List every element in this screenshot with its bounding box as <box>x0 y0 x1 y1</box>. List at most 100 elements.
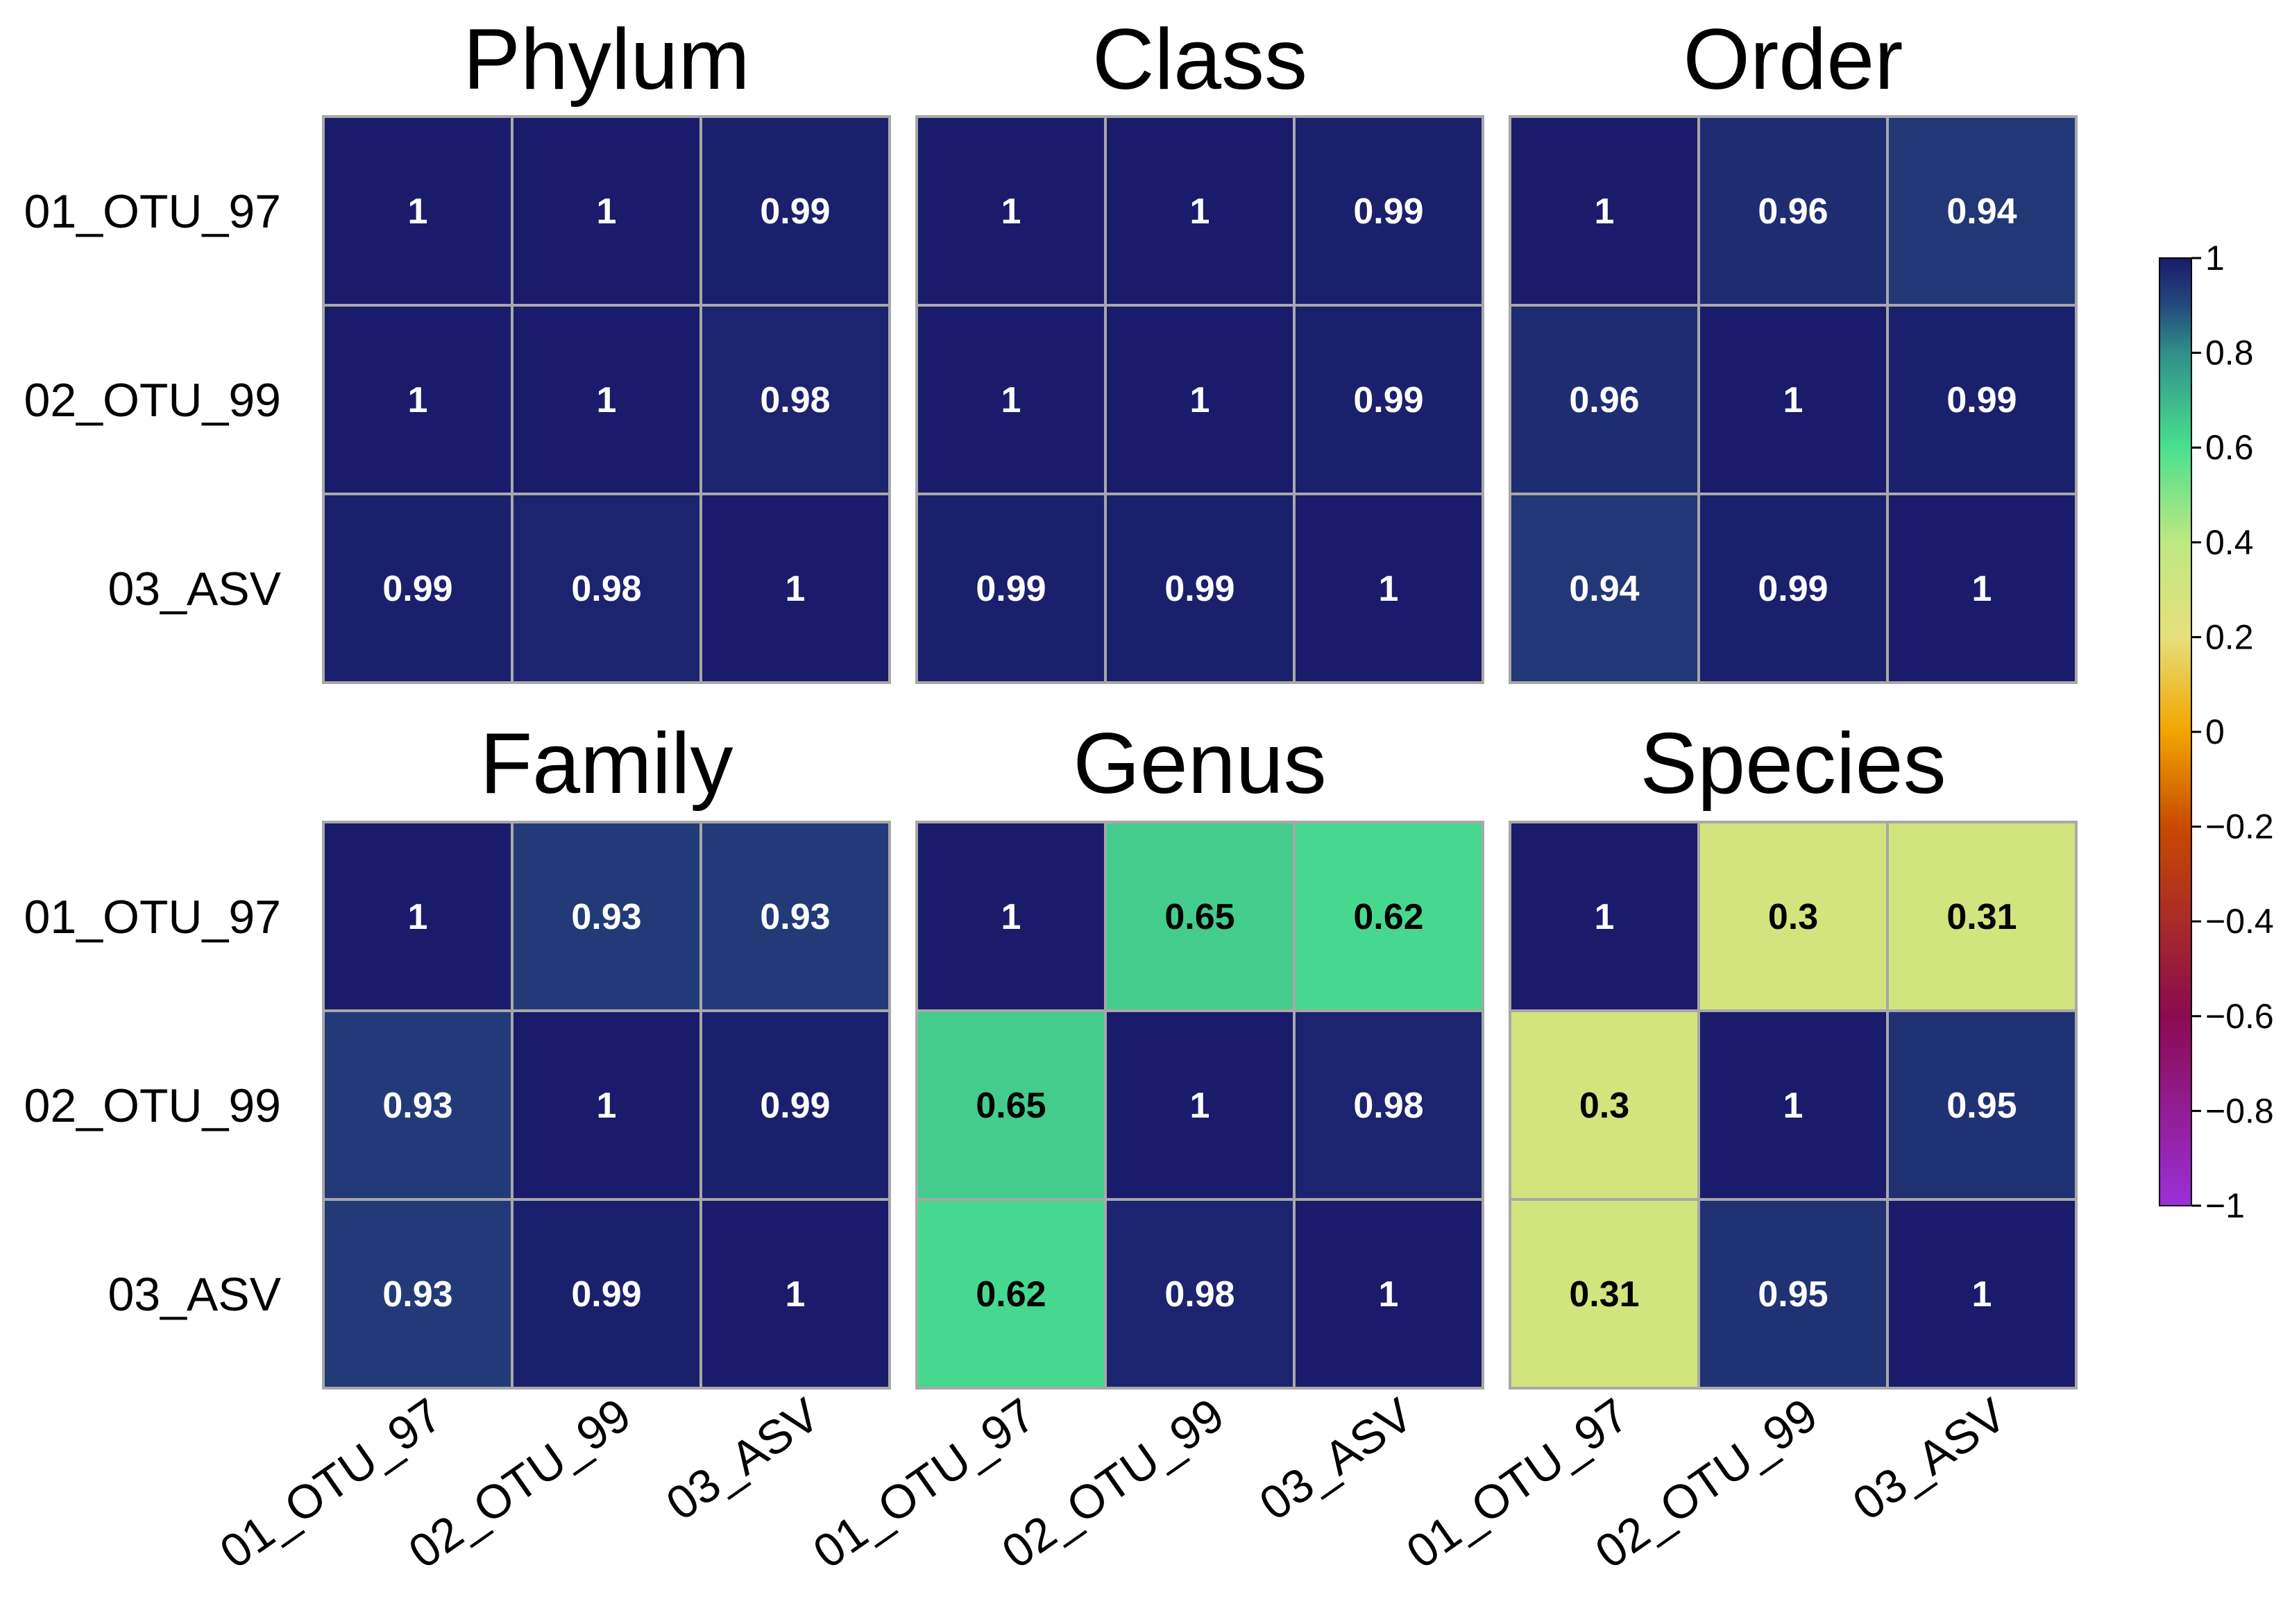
heatmap-cell <box>699 304 891 495</box>
cell-value-label: 0.95 <box>1946 1086 2017 1126</box>
cell-value-label: 1 <box>597 191 617 232</box>
cell-value-label: 1 <box>408 380 428 420</box>
cell-value-label: 1 <box>1001 380 1021 420</box>
cell-value-label: 1 <box>1595 191 1615 232</box>
cell-value-label: 1 <box>1190 1086 1210 1126</box>
cell-value-label: 0.98 <box>571 569 641 609</box>
cell-value-label: 0.99 <box>1353 380 1423 420</box>
panel-title: Phylum <box>463 12 749 108</box>
cell-value-label: 1 <box>786 1274 806 1315</box>
colorbar-tick-label: −0.4 <box>2205 902 2274 941</box>
heatmap-cell <box>1293 821 1484 1012</box>
cell-value-label: 0.96 <box>1758 191 1828 232</box>
cell-value-label: 0.65 <box>976 1086 1046 1126</box>
heatmap-cell <box>511 493 702 684</box>
colorbar-tick-label: 0 <box>2205 712 2225 751</box>
panel-title: Order <box>1683 12 1903 108</box>
cell-value-label: 1 <box>1190 191 1210 232</box>
cell-value-label: 0.93 <box>760 897 830 937</box>
col-label-03-asv: 03_ASV <box>657 1388 830 1531</box>
panel-title: Species <box>1640 716 1946 812</box>
cell-value-label: 0.99 <box>760 191 830 232</box>
cell-value-label: 0.93 <box>382 1086 452 1126</box>
panel-phylum: Phylum 1 1 0.99 1 1 0.98 0.99 0.98 1 <box>322 12 891 684</box>
colorbar-tick-label: 0.2 <box>2205 617 2254 656</box>
cell-value-label: 0.31 <box>1569 1274 1639 1315</box>
panel-title: Class <box>1092 12 1307 108</box>
heatmap-cell <box>1509 115 1700 307</box>
cell-value-label: 0.3 <box>1768 897 1818 937</box>
heatmap-cell <box>511 115 702 307</box>
cell-value-label: 0.94 <box>1569 569 1639 609</box>
cell-value-label: 1 <box>1783 380 1804 420</box>
cell-value-label: 0.93 <box>571 897 641 937</box>
heatmap-cell <box>322 304 514 495</box>
row-label-03-asv: 03_ASV <box>108 1268 281 1321</box>
heatmap-cell <box>322 1198 514 1390</box>
cell-value-label: 0.98 <box>760 380 830 420</box>
cell-value-label: 1 <box>786 569 806 609</box>
row-label-03-asv: 03_ASV <box>108 563 281 615</box>
cell-value-label: 0.99 <box>382 569 452 609</box>
cell-value-label: 1 <box>408 897 428 937</box>
heatmap-cell <box>1293 493 1484 684</box>
cell-value-label: 1 <box>1190 380 1210 420</box>
cell-value-label: 1 <box>408 191 428 232</box>
row-label-02-otu-99: 02_OTU_99 <box>24 1079 281 1132</box>
panel-genus: Genus 1 0.65 0.62 0.65 1 0.98 0.62 0.98 1 <box>915 716 1484 1390</box>
heatmap-cell <box>1697 1009 1889 1201</box>
heatmap-cell <box>322 493 514 684</box>
colorbar-tick-label: 0.8 <box>2205 334 2254 373</box>
colorbar-tick-label: 0.4 <box>2205 523 2254 562</box>
heatmap-cell <box>1293 1198 1484 1390</box>
cell-value-label: 0.94 <box>1946 191 2017 232</box>
heatmap-cell <box>1509 304 1700 495</box>
heatmap-panels: Phylum 1 1 0.99 1 1 0.98 0.99 0.98 1 Class 1 1 0.99 1 1… <box>322 12 2078 1390</box>
cell-value-label: 0.98 <box>1164 1274 1234 1315</box>
heatmap-cell <box>1104 493 1296 684</box>
col-label-03-asv: 03_ASV <box>1250 1388 1423 1531</box>
heatmap-cell <box>915 493 1107 684</box>
cell-value-label: 0.93 <box>382 1274 452 1315</box>
heatmap-cell <box>1509 493 1700 684</box>
heatmap-cell <box>1886 115 2078 307</box>
heatmap-cell <box>1293 115 1484 307</box>
panel-title: Family <box>479 716 733 812</box>
colorbar: 1 0.8 0.6 0.4 0.2 0 −0.2 −0.4 −0.6 −0.8 −1 <box>2159 239 2274 1225</box>
heatmap-cell <box>915 115 1107 307</box>
cell-value-label: 1 <box>1972 1274 1992 1315</box>
cell-value-label: 0.65 <box>1164 897 1234 937</box>
colorbar-tick-label: −1 <box>2205 1186 2245 1225</box>
row-label-01-otu-97: 01_OTU_97 <box>24 185 281 238</box>
heatmap-cell <box>699 493 891 684</box>
heatmap-cell <box>1697 304 1889 495</box>
heatmap-cell <box>699 1198 891 1390</box>
heatmap-cell <box>1697 115 1889 307</box>
heatmap-cell <box>915 1009 1107 1201</box>
cell-value-label: 0.3 <box>1579 1086 1629 1126</box>
cell-value-label: 1 <box>1001 897 1021 937</box>
cell-value-label: 0.99 <box>1946 380 2017 420</box>
heatmap-cell <box>322 115 514 307</box>
heatmap-cell <box>915 821 1107 1012</box>
heatmap-cell <box>1697 1198 1889 1390</box>
colorbar-tick-label: 0.6 <box>2205 428 2254 467</box>
cell-value-label: 1 <box>1379 569 1399 609</box>
cell-value-label: 1 <box>1783 1086 1804 1126</box>
cell-value-label: 0.99 <box>1164 569 1234 609</box>
col-label-03-asv: 03_ASV <box>1844 1388 2017 1531</box>
heatmap-cell <box>511 821 702 1012</box>
cell-value-label: 0.96 <box>1569 380 1639 420</box>
cell-value-label: 0.95 <box>1758 1274 1828 1315</box>
panel-title: Genus <box>1073 716 1326 812</box>
cell-value-label: 0.99 <box>1353 191 1423 232</box>
heatmap-cell <box>322 1009 514 1201</box>
colorbar-tick-label: −0.6 <box>2205 997 2274 1036</box>
heatmap-cell <box>915 1198 1107 1390</box>
cell-value-label: 0.99 <box>571 1274 641 1315</box>
heatmap-cell <box>1509 1009 1700 1201</box>
heatmap-cell <box>511 1198 702 1390</box>
heatmap-cell <box>1886 493 2078 684</box>
cell-value-label: 1 <box>1001 191 1021 232</box>
